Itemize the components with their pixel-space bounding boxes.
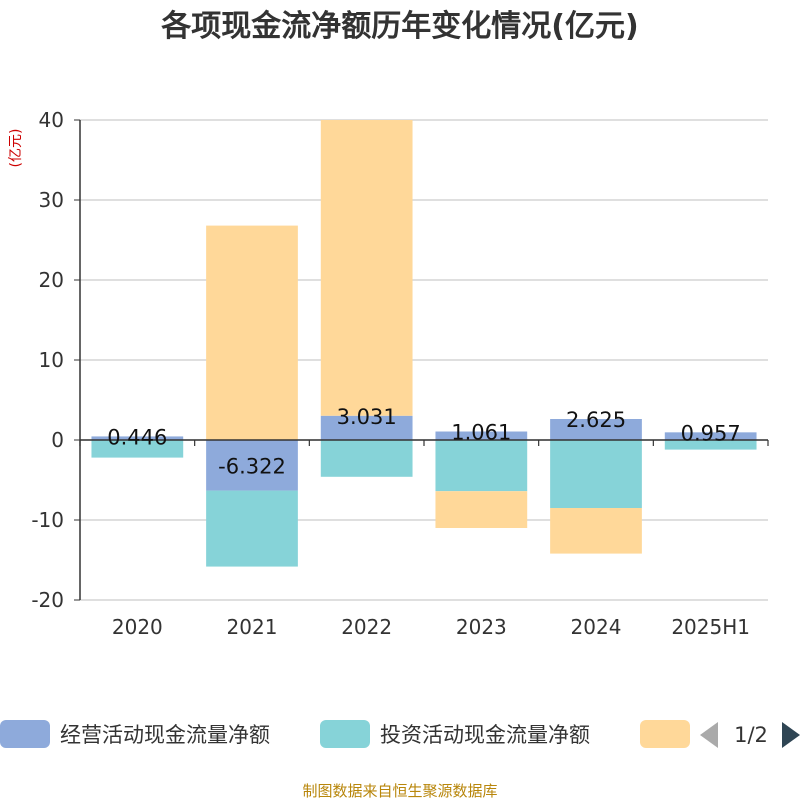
legend-pager: 1/2 bbox=[700, 722, 800, 748]
legend-swatch-3[interactable] bbox=[640, 720, 690, 748]
y-tick-label: 30 bbox=[39, 188, 64, 212]
data-label-2020: 0.446 bbox=[107, 425, 167, 449]
bar-series1-2020 bbox=[91, 436, 184, 440]
y-tick-label: 10 bbox=[39, 348, 64, 372]
bar-series3-2021 bbox=[206, 225, 298, 440]
legend: 经营活动现金流量净额 投资活动现金流量净额 bbox=[0, 720, 690, 748]
data-label-2022: 3.031 bbox=[337, 405, 397, 429]
x-tick-label: 2021 bbox=[227, 615, 278, 639]
bar-series2-2021 bbox=[206, 490, 298, 567]
source-note: 制图数据来自恒生聚源数据库 bbox=[302, 782, 497, 800]
bar-series2-2022 bbox=[320, 440, 413, 477]
y-tick-label: -10 bbox=[31, 508, 64, 532]
bar-series3-2024 bbox=[550, 508, 642, 554]
data-label-2025H1: 0.957 bbox=[681, 421, 741, 445]
y-tick-label: 0 bbox=[51, 428, 64, 452]
y-tick-label: 20 bbox=[39, 268, 64, 292]
data-labels: 0.446 -6.322 3.031 1.061 2.625 0.957 bbox=[107, 405, 740, 479]
bars bbox=[91, 120, 757, 567]
bar-series1-2023 bbox=[435, 431, 528, 440]
data-label-2024: 2.625 bbox=[566, 408, 626, 432]
y-axis-unit: (亿元) bbox=[8, 129, 24, 168]
bar-series1-2022 bbox=[320, 415, 413, 440]
bar-series3-2022 bbox=[320, 120, 413, 416]
legend-label-1[interactable]: 经营活动现金流量净额 bbox=[60, 723, 270, 747]
pager-prev-icon[interactable] bbox=[700, 722, 718, 748]
bar-series1-2024 bbox=[550, 419, 642, 440]
chart-title: 各项现金流净额历年变化情况(亿元) bbox=[160, 9, 638, 44]
data-label-2023: 1.061 bbox=[451, 421, 511, 445]
pager-page-text: 1/2 bbox=[734, 723, 768, 747]
bar-series1-2025H1 bbox=[664, 432, 757, 440]
y-tick-label: -20 bbox=[31, 588, 64, 612]
x-tick-label: 2020 bbox=[112, 615, 163, 639]
x-tick-label: 2025H1 bbox=[671, 615, 750, 639]
legend-label-2[interactable]: 投资活动现金流量净额 bbox=[380, 723, 590, 747]
data-label-2021: -6.322 bbox=[218, 454, 286, 478]
x-tick-label: 2024 bbox=[571, 615, 622, 639]
y-tick-label: 40 bbox=[39, 108, 64, 132]
legend-swatch-1[interactable] bbox=[0, 720, 50, 748]
bar-series3-2023 bbox=[435, 491, 528, 528]
grid-lines: 40 30 20 10 0 -10 -20 bbox=[31, 108, 768, 612]
bar-series2-2020 bbox=[91, 440, 184, 458]
x-tick-label: 2022 bbox=[341, 615, 392, 639]
bar-series2-2024 bbox=[550, 440, 642, 508]
bar-series1-2021 bbox=[206, 440, 298, 491]
axes: 2020 2021 2022 2023 2024 2025H1 bbox=[79, 120, 769, 639]
x-tick-label: 2023 bbox=[456, 615, 507, 639]
bar-series2-2025H1 bbox=[664, 440, 757, 450]
legend-swatch-2[interactable] bbox=[320, 720, 370, 748]
pager-next-icon[interactable] bbox=[782, 722, 800, 748]
bar-series2-2023 bbox=[435, 440, 528, 492]
